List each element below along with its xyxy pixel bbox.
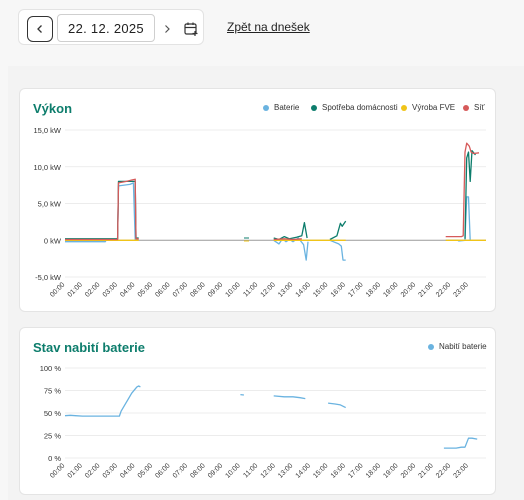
date-navigation: 22. 12. 2025 [18,9,204,45]
legend-item-grid[interactable]: Síť [463,103,485,112]
legend-dot-icon [463,104,469,111]
legend-dot-icon [311,104,317,111]
legend-dot-icon [401,104,407,111]
legend-dot-icon [263,104,269,111]
legend-item-battery-soc[interactable]: Nabití baterie [428,342,487,351]
chevron-right-icon [165,25,170,33]
calendar-plus-icon [184,22,198,36]
date-input[interactable]: 22. 12. 2025 [57,14,155,42]
legend-label: Nabití baterie [439,342,487,351]
power-chart-title: Výkon [33,101,73,116]
battery-chart-card: Stav nabití baterie Nabití baterie [19,327,496,495]
legend-item-pv-production[interactable]: Výroba FVE [401,103,455,112]
power-chart-card: Výkon Baterie Spotřeba domácnosti Výroba… [19,88,496,312]
next-day-button[interactable] [158,16,176,42]
back-to-today-link[interactable]: Zpět na dnešek [227,20,310,34]
legend-label: Síť [474,103,485,112]
previous-day-button[interactable] [27,16,53,42]
legend-dot-icon [428,343,434,350]
battery-chart-title: Stav nabití baterie [33,340,145,355]
legend-label: Výroba FVE [412,103,456,112]
legend-label: Baterie [274,103,300,112]
legend-label: Spotřeba domácnosti [322,103,398,112]
chevron-left-icon [37,25,42,33]
legend-item-battery[interactable]: Baterie [263,103,299,112]
legend-item-consumption[interactable]: Spotřeba domácnosti [311,103,398,112]
calendar-button[interactable] [179,16,203,42]
